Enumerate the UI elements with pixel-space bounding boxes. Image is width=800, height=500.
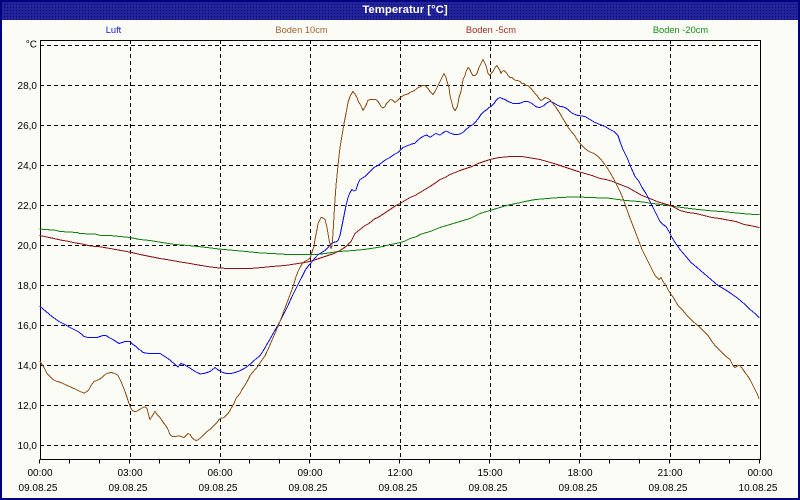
svg-text:09.08.25: 09.08.25 bbox=[469, 483, 508, 494]
svg-text:Temperatur [°C]: Temperatur [°C] bbox=[362, 4, 448, 16]
svg-text:°C: °C bbox=[26, 40, 37, 51]
svg-text:12,0: 12,0 bbox=[18, 401, 38, 412]
svg-text:28,0: 28,0 bbox=[18, 81, 38, 92]
svg-text:22,0: 22,0 bbox=[18, 201, 38, 212]
svg-text:14,0: 14,0 bbox=[18, 361, 38, 372]
svg-text:00:00: 00:00 bbox=[747, 468, 772, 479]
svg-text:00:00: 00:00 bbox=[27, 468, 52, 479]
svg-text:09.08.25: 09.08.25 bbox=[289, 483, 328, 494]
svg-text:06:00: 06:00 bbox=[207, 468, 232, 479]
svg-text:09.08.25: 09.08.25 bbox=[199, 483, 238, 494]
svg-text:10,0: 10,0 bbox=[18, 441, 38, 452]
svg-text:15:00: 15:00 bbox=[477, 468, 502, 479]
svg-text:09.08.25: 09.08.25 bbox=[649, 483, 688, 494]
svg-text:10.08.25: 10.08.25 bbox=[739, 483, 778, 494]
svg-text:09.08.25: 09.08.25 bbox=[559, 483, 598, 494]
svg-text:09.08.25: 09.08.25 bbox=[379, 483, 418, 494]
svg-text:18:00: 18:00 bbox=[567, 468, 592, 479]
svg-text:09.08.25: 09.08.25 bbox=[109, 483, 148, 494]
svg-text:21:00: 21:00 bbox=[657, 468, 682, 479]
svg-text:26,0: 26,0 bbox=[18, 121, 38, 132]
svg-text:Luft: Luft bbox=[106, 25, 122, 35]
svg-text:09.08.25: 09.08.25 bbox=[19, 483, 58, 494]
svg-text:20,0: 20,0 bbox=[18, 241, 38, 252]
svg-text:16,0: 16,0 bbox=[18, 321, 38, 332]
svg-text:Boden 10cm: Boden 10cm bbox=[275, 25, 327, 35]
svg-text:24,0: 24,0 bbox=[18, 161, 38, 172]
svg-text:Boden -5cm: Boden -5cm bbox=[466, 25, 516, 35]
svg-text:18,0: 18,0 bbox=[18, 281, 38, 292]
svg-text:12:00: 12:00 bbox=[387, 468, 412, 479]
svg-text:Boden -20cm: Boden -20cm bbox=[653, 25, 709, 35]
svg-text:03:00: 03:00 bbox=[117, 468, 142, 479]
svg-text:09:00: 09:00 bbox=[297, 468, 322, 479]
